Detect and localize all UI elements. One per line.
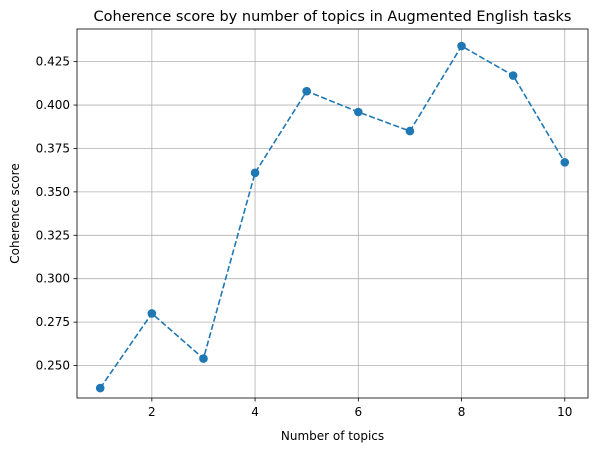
data-point (405, 126, 415, 136)
series-layer (95, 41, 570, 393)
data-point (560, 158, 570, 167)
data-point (95, 383, 105, 393)
y-axis-label: Coherence score (8, 163, 22, 263)
series-line (99, 44, 566, 389)
y-tick-label: 0.425 (36, 55, 70, 69)
y-tick-label: 0.325 (36, 228, 70, 242)
x-tick-label: 2 (148, 405, 156, 419)
grid-lines (77, 29, 588, 398)
y-tick-label: 0.300 (36, 272, 70, 286)
data-point (508, 71, 518, 80)
x-tick-label: 10 (557, 405, 572, 419)
data-point (199, 354, 208, 363)
data-point (354, 107, 363, 117)
data-point (302, 86, 311, 96)
chart-title: Coherence score by number of topics in A… (94, 9, 572, 25)
data-point (250, 168, 260, 178)
y-tick-label: 0.350 (36, 185, 70, 199)
plot-frame (76, 28, 589, 399)
x-tick-label: 4 (251, 405, 259, 419)
axis-ticks: 2 4 6 8 10 0.250 0.275 0.300 0.325 0.350 0.375 0.40… (36, 55, 573, 419)
data-point (147, 309, 157, 318)
y-tick-label: 0.375 (36, 141, 70, 155)
y-tick-label: 0.400 (36, 98, 70, 112)
data-point (457, 41, 466, 51)
x-axis-label: Number of topics (281, 429, 384, 443)
y-tick-label: 0.250 (36, 359, 70, 373)
x-tick-label: 8 (458, 405, 466, 419)
y-tick-label: 0.275 (36, 315, 70, 329)
x-tick-label: 6 (354, 405, 362, 419)
